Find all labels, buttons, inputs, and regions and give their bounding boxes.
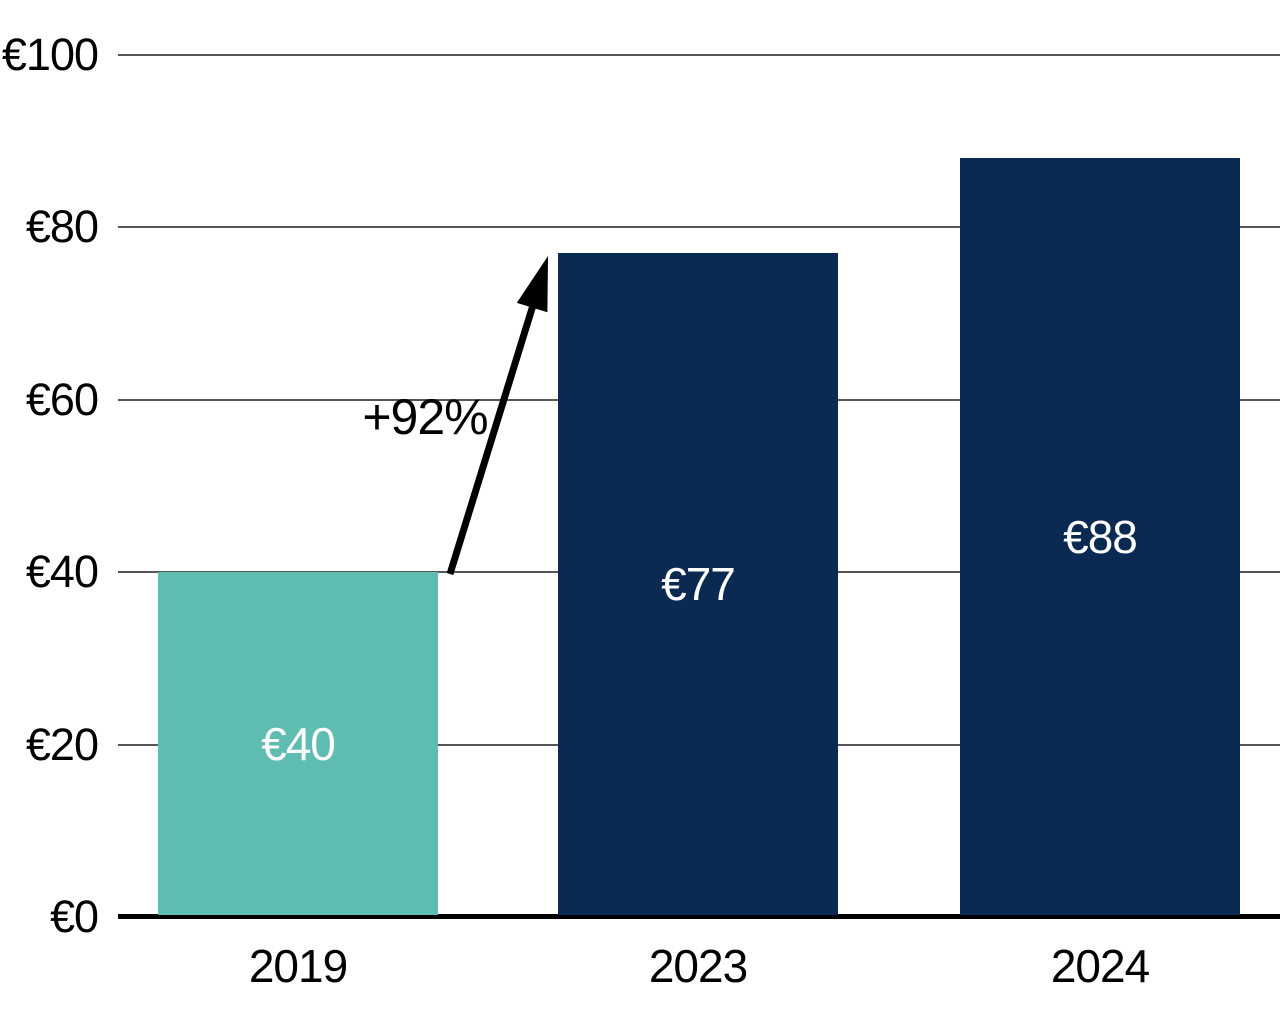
x-tick-label-2019: 2019: [248, 940, 348, 992]
bar-value-label: €88: [1063, 510, 1138, 563]
bar-value-label: €40: [261, 717, 336, 770]
gridline-80: [118, 226, 1280, 229]
bar-2023: €77: [558, 253, 838, 915]
bar-2024: €88: [960, 158, 1240, 915]
x-tick-label-2023: 2023: [648, 940, 748, 992]
y-tick-label-100: €100: [1, 29, 99, 80]
y-tick-label-60: €60: [25, 373, 99, 425]
x-tick-label-2024: 2024: [1050, 940, 1150, 992]
bar-value-label: €77: [661, 558, 736, 611]
gridline-100: [118, 54, 1280, 56]
growth-annotation-label: +92%: [362, 389, 488, 445]
y-tick-label-20: €20: [25, 718, 99, 770]
x-axis-line: [118, 914, 1280, 919]
y-tick-label-80: €80: [25, 201, 99, 253]
y-tick-label-40: €40: [25, 546, 99, 598]
y-tick-label-0: €0: [49, 891, 99, 942]
bar-2019: €40: [158, 572, 438, 915]
